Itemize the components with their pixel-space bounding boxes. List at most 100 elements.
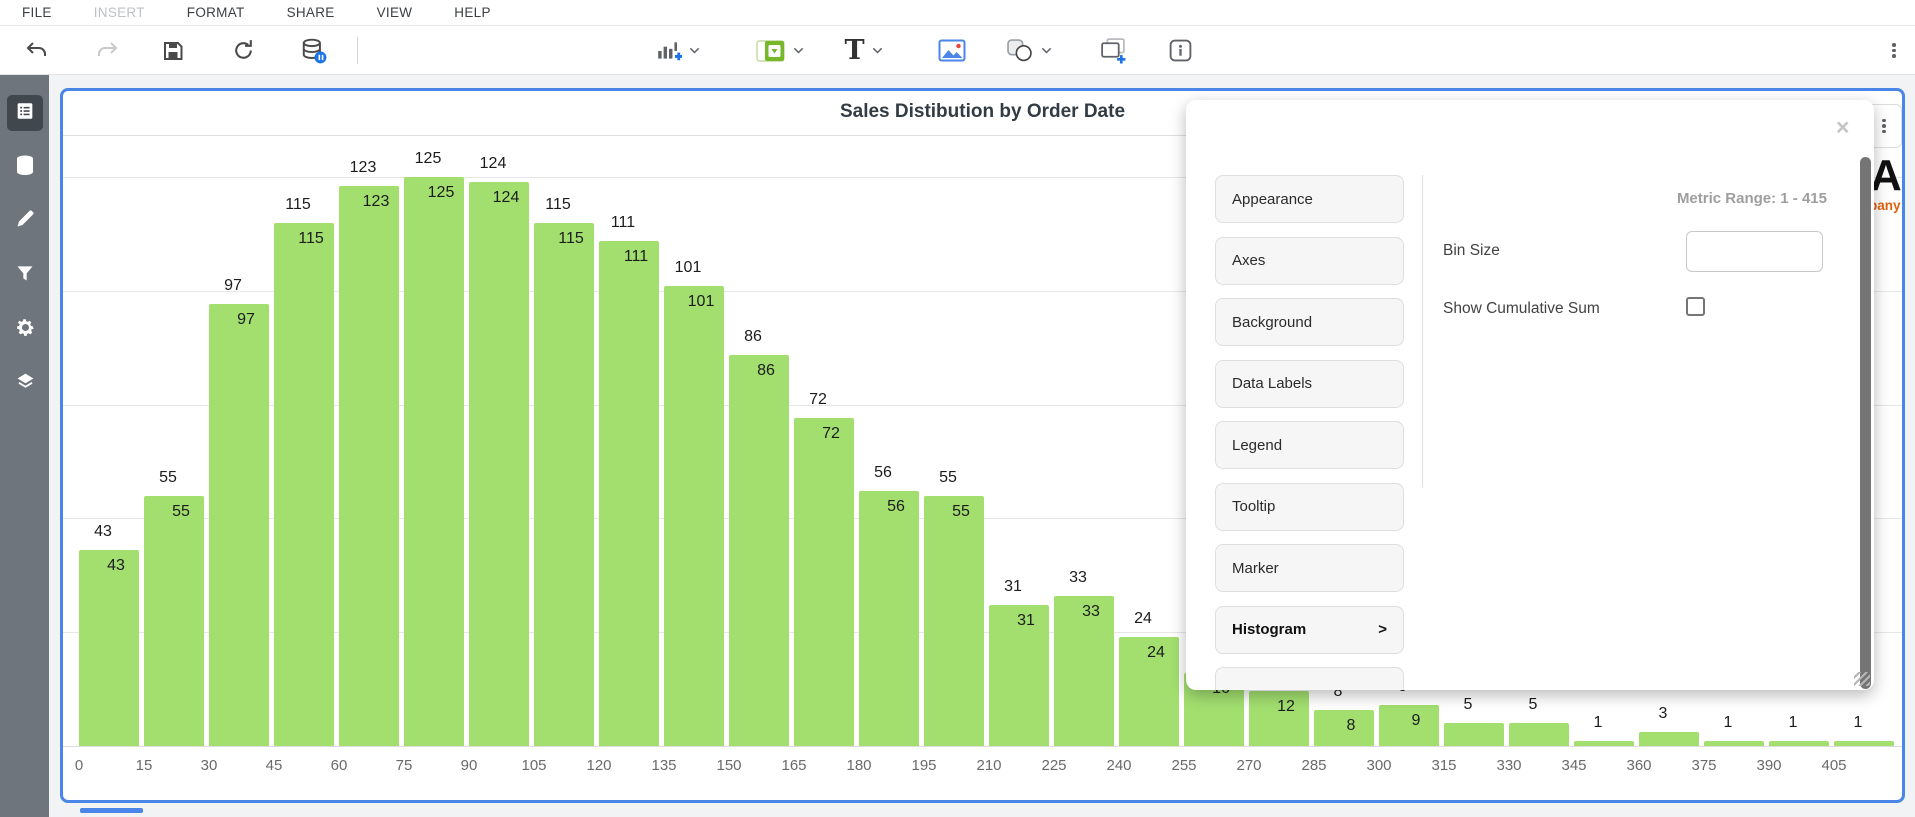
x-axis-tick-label: 150 — [716, 757, 742, 774]
redo-button[interactable] — [92, 26, 122, 75]
histogram-bar[interactable] — [404, 177, 464, 746]
histogram-bar[interactable] — [1704, 741, 1764, 746]
histogram-bar[interactable] — [1054, 595, 1114, 746]
save-button[interactable] — [158, 26, 188, 75]
data-label-inside: 97 — [237, 311, 255, 329]
histogram-bar[interactable] — [859, 491, 919, 746]
histogram-bar[interactable] — [209, 304, 269, 746]
histogram-bar[interactable] — [1834, 741, 1894, 746]
data-label-outside: 31 — [1004, 577, 1022, 595]
histogram-bar[interactable] — [1379, 705, 1439, 746]
chart-settings-panel: × Appearance Axes Background Data Labels Leg… — [1186, 100, 1874, 690]
sidebar-item-filter[interactable] — [7, 257, 43, 293]
panel-button-data-labels[interactable]: Data Labels — [1215, 359, 1404, 408]
horizontal-scrollbar-thumb[interactable] — [80, 808, 143, 813]
add-text-button[interactable]: T — [840, 26, 888, 75]
menu-item-help[interactable]: HELP — [454, 5, 491, 20]
histogram-bar[interactable] — [1249, 691, 1309, 746]
x-axis-tick-label: 165 — [781, 757, 807, 774]
histogram-bar[interactable] — [1769, 741, 1829, 746]
histogram-bar[interactable] — [1119, 636, 1179, 746]
add-shape-button[interactable] — [1000, 26, 1058, 75]
close-icon[interactable]: × — [1836, 114, 1850, 140]
panel-button-axes[interactable]: Axes — [1215, 236, 1404, 285]
histogram-bar[interactable] — [729, 354, 789, 746]
histogram-bar[interactable] — [1639, 732, 1699, 746]
histogram-bar[interactable] — [794, 418, 854, 746]
show-cumulative-checkbox[interactable] — [1686, 297, 1705, 316]
pencil-icon — [15, 209, 35, 233]
info-button[interactable] — [1164, 26, 1196, 75]
sidebar-item-layers[interactable] — [7, 365, 43, 401]
data-source-status-button[interactable] — [298, 26, 330, 75]
histogram-bar[interactable] — [469, 181, 529, 746]
add-image-button[interactable] — [936, 26, 968, 75]
menu-item-format[interactable]: FORMAT — [186, 5, 245, 20]
data-grid-icon — [14, 100, 36, 126]
database-icon — [13, 153, 37, 181]
panel-button-appearance[interactable]: Appearance — [1215, 175, 1404, 223]
gridline — [63, 177, 1902, 178]
menu-item-file[interactable]: FILE — [22, 5, 52, 20]
sidebar-item-data-grid[interactable] — [7, 95, 43, 131]
histogram-bar[interactable] — [924, 495, 984, 746]
histogram-bar[interactable] — [989, 604, 1049, 746]
panel-scrollbar[interactable] — [1860, 157, 1871, 689]
menu-item-share[interactable]: SHARE — [286, 5, 335, 20]
save-icon — [164, 41, 183, 60]
data-label-outside: 5 — [1463, 696, 1473, 714]
panel-button-label: Appearance — [1232, 190, 1313, 208]
menu-bar: FILE INSERT FORMAT SHARE VIEW HELP — [0, 0, 1915, 26]
histogram-bar[interactable] — [1574, 741, 1634, 746]
add-chart-button[interactable] — [652, 26, 704, 75]
toolbar-divider — [357, 37, 358, 64]
add-container-button[interactable] — [1096, 26, 1130, 75]
panel-resize-handle[interactable] — [1854, 672, 1870, 686]
panel-button-label: Data Labels — [1232, 375, 1313, 392]
panel-button-background[interactable]: Background — [1215, 298, 1404, 346]
brand-watermark-text: pany — [1869, 198, 1901, 213]
data-label-outside: 24 — [1134, 609, 1152, 627]
refresh-button[interactable] — [228, 26, 258, 75]
data-label-outside: 33 — [1069, 568, 1087, 586]
data-label-outside: 1 — [1723, 714, 1733, 732]
data-label-inside: 125 — [427, 184, 455, 201]
panel-button-tooltip[interactable]: Tooltip — [1215, 482, 1404, 531]
data-label-outside: 101 — [674, 259, 702, 277]
panel-button-legend[interactable]: Legend — [1215, 421, 1404, 469]
data-label-inside: 111 — [623, 247, 649, 265]
histogram-bar[interactable] — [274, 222, 334, 746]
sidebar-item-gear[interactable] — [7, 311, 43, 347]
histogram-bar[interactable] — [599, 240, 659, 746]
chart-container[interactable]: Sales Distibution by Order Date 43 43 0 55 5… — [60, 88, 1905, 803]
toolbar-more-button[interactable] — [1880, 26, 1908, 75]
x-axis-tick-label: 120 — [586, 757, 612, 774]
histogram-bar[interactable] — [79, 550, 139, 746]
info-icon — [1169, 39, 1191, 62]
menu-item-view[interactable]: VIEW — [376, 5, 413, 20]
layers-icon — [15, 371, 36, 396]
histogram-bar[interactable] — [664, 286, 724, 746]
data-label-inside: 86 — [757, 361, 775, 379]
panel-button-partial[interactable] — [1215, 667, 1404, 690]
histogram-bar[interactable] — [1444, 723, 1504, 746]
histogram-bar[interactable] — [144, 495, 204, 746]
chevron-down-icon — [871, 42, 884, 60]
bin-size-input[interactable] — [1686, 231, 1823, 272]
undo-button[interactable] — [22, 26, 52, 75]
sidebar-item-pencil[interactable] — [7, 203, 43, 239]
add-control-button[interactable] — [752, 26, 808, 75]
histogram-bar[interactable] — [1509, 723, 1569, 746]
panel-button-marker[interactable]: Marker — [1215, 544, 1404, 592]
panel-button-label: Axes — [1232, 252, 1266, 269]
histogram-bar[interactable] — [1314, 709, 1374, 746]
sidebar-item-database[interactable] — [7, 149, 43, 185]
histogram-bar[interactable] — [534, 222, 594, 746]
panel-button-label: Tooltip — [1232, 498, 1276, 515]
x-axis-tick-label: 405 — [1821, 757, 1847, 774]
data-label-inside: 31 — [1017, 611, 1035, 629]
redo-icon — [98, 41, 118, 56]
panel-button-histogram[interactable]: Histogram > — [1215, 605, 1404, 654]
menu-item-insert: INSERT — [93, 5, 145, 20]
histogram-bar[interactable] — [339, 186, 399, 746]
